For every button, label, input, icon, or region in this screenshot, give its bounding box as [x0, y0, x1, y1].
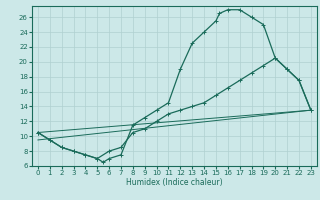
X-axis label: Humidex (Indice chaleur): Humidex (Indice chaleur) — [126, 178, 223, 187]
